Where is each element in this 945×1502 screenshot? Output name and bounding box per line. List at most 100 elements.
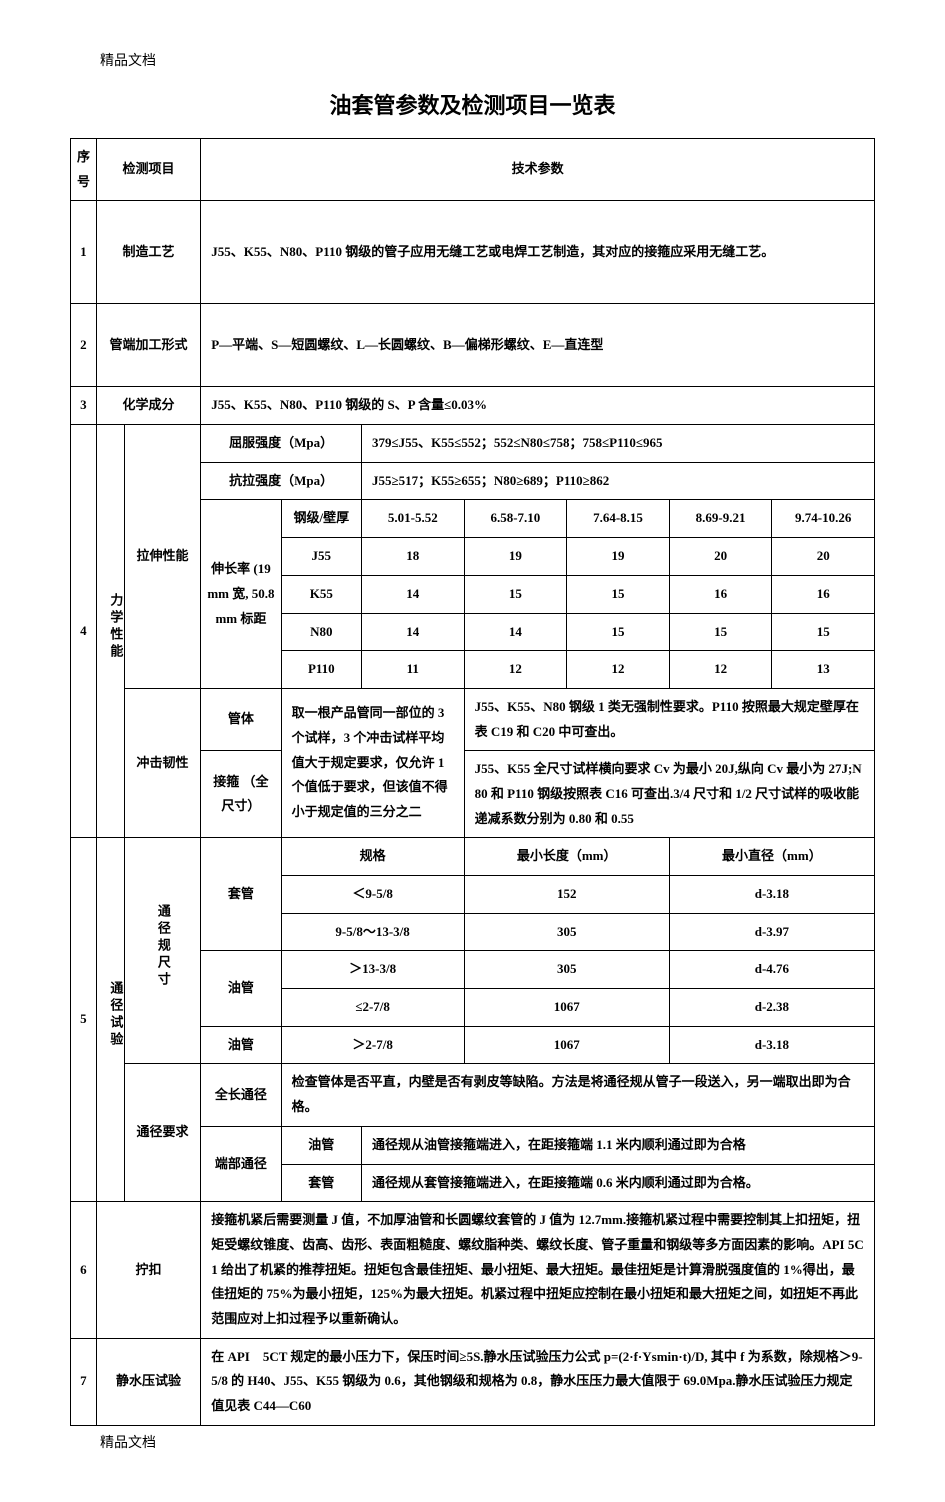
- uts-text: J55≥517；K55≥655；N80≥689；P110≥862: [362, 462, 875, 500]
- cell-item: 制造工艺: [96, 201, 201, 304]
- hdr-params: 技术参数: [201, 139, 875, 201]
- grade-label: K55: [281, 575, 361, 613]
- drift-len: 1067: [464, 1026, 669, 1064]
- grade-val: 15: [669, 613, 772, 651]
- table-row: 1 制造工艺 J55、K55、N80、P110 钢级的管子应用无缝工艺或电焊工艺…: [71, 201, 875, 304]
- cell-seq: 7: [71, 1338, 97, 1425]
- table-row: 4 力学性能 拉伸性能 屈服强度（Mpa） 379≤J55、K55≤552；55…: [71, 425, 875, 463]
- thick-col: 9.74-10.26: [772, 500, 875, 538]
- cell-item: 通径要求: [124, 1064, 200, 1202]
- table-row: 7 静水压试验 在 API 5CT 规定的最小压力下，保压时间≥5S.静水压试验…: [71, 1338, 875, 1425]
- cell-seq: 5: [71, 838, 97, 1202]
- drift-len: 305: [464, 913, 669, 951]
- yield-text: 379≤J55、K55≤552；552≤N80≤758；758≤P110≤965: [362, 425, 875, 463]
- cat-label: 力学性能: [103, 593, 128, 661]
- drift-spec: ＞13-3/8: [281, 951, 464, 989]
- grade-val: 14: [464, 613, 567, 651]
- cell-item: 管端加工形式: [96, 304, 201, 387]
- page-footer-label: 精品文档: [70, 1432, 875, 1452]
- drift-dia: d-2.38: [669, 989, 874, 1027]
- page-header-label: 精品文档: [70, 50, 875, 70]
- grade-val: 15: [772, 613, 875, 651]
- drift-hdr-dia: 最小直径（mm）: [669, 838, 874, 876]
- grade-val: 20: [669, 538, 772, 576]
- grade-val: 16: [669, 575, 772, 613]
- req-full-label: 全长通径: [201, 1064, 281, 1126]
- elong-label: 伸长率 (19mm 宽, 50.8mm 标距: [201, 500, 281, 688]
- drift-dia: d-4.76: [669, 951, 874, 989]
- cell-cat: 通径试验: [96, 838, 124, 1202]
- table-row: 通径要求 全长通径 检查管体是否平直，内壁是否有剥皮等缺陷。方法是将通径规从管子…: [71, 1064, 875, 1126]
- grade-label: N80: [281, 613, 361, 651]
- req-end-label: 端部通径: [201, 1126, 281, 1201]
- cell-seq: 2: [71, 304, 97, 387]
- thick-col: 5.01-5.52: [362, 500, 465, 538]
- grade-val: 12: [567, 651, 670, 689]
- cell-text: 接箍机紧后需要测量 J 值，不加厚油管和长圆螺纹套管的 J 值为 12.7mm.…: [201, 1202, 875, 1338]
- req-casing-text: 通径规从套管接箍端进入，在距接箍端 0.6 米内顺利通过即为合格。: [362, 1164, 875, 1202]
- drift-spec: 9-5/8～13-3/8: [281, 913, 464, 951]
- grade-val: 18: [362, 538, 465, 576]
- req-tubing-label: 油管: [281, 1126, 361, 1164]
- cell-item: 拧扣: [96, 1202, 201, 1338]
- drift-tubing-label2: 油管: [201, 1026, 281, 1064]
- grade-val: 20: [772, 538, 875, 576]
- cell-item: 冲击韧性: [124, 688, 200, 837]
- page-title: 油套管参数及检测项目一览表: [70, 88, 875, 120]
- grade-val: 14: [362, 575, 465, 613]
- grade-val: 15: [567, 575, 670, 613]
- drift-item-label: 通径规尺寸: [150, 904, 175, 989]
- thick-label: 钢级/壁厚: [281, 500, 361, 538]
- table-header-row: 序号 检测项目 技术参数: [71, 139, 875, 201]
- cell-item: 拉伸性能: [124, 425, 200, 689]
- grade-label: P110: [281, 651, 361, 689]
- cell-text: P—平端、S—短圆螺纹、L—长圆螺纹、B—偏梯形螺纹、E—直连型: [201, 304, 875, 387]
- drift-len: 305: [464, 951, 669, 989]
- impact-body-text: J55、K55、N80 钢级 1 类无强制性要求。P110 按照最大规定壁厚在表…: [464, 688, 874, 750]
- grade-val: 15: [567, 613, 670, 651]
- cell-seq: 1: [71, 201, 97, 304]
- drift-dia: d-3.18: [669, 876, 874, 914]
- drift-len: 152: [464, 876, 669, 914]
- grade-val: 12: [669, 651, 772, 689]
- impact-body-label: 管体: [201, 688, 281, 750]
- cell-seq: 6: [71, 1202, 97, 1338]
- drift-hdr-len: 最小长度（mm）: [464, 838, 669, 876]
- cell-cat: 力学性能: [96, 425, 124, 838]
- drift-spec: ＜9-5/8: [281, 876, 464, 914]
- thick-col: 7.64-8.15: [567, 500, 670, 538]
- table-row: 3 化学成分 J55、K55、N80、P110 钢级的 S、P 含量≤0.03%: [71, 387, 875, 425]
- drift-spec: ＞2-7/8: [281, 1026, 464, 1064]
- table-row: 5 通径试验 通径规尺寸 套管 规格 最小长度（mm） 最小直径（mm）: [71, 838, 875, 876]
- drift-tubing-label: 油管: [201, 951, 281, 1026]
- grade-val: 15: [464, 575, 567, 613]
- req-full-text: 检查管体是否平直，内壁是否有剥皮等缺陷。方法是将通径规从管子一段送入，另一端取出…: [281, 1064, 874, 1126]
- impact-coupling-text: J55、K55 全尺寸试样横向要求 Cv 为最小 20J,纵向 Cv 最小为 2…: [464, 751, 874, 838]
- table-row: 6 拧扣 接箍机紧后需要测量 J 值，不加厚油管和长圆螺纹套管的 J 值为 12…: [71, 1202, 875, 1338]
- req-casing-label: 套管: [281, 1164, 361, 1202]
- grade-val: 19: [567, 538, 670, 576]
- hdr-item: 检测项目: [96, 139, 201, 201]
- cell-seq: 4: [71, 425, 97, 838]
- thick-col: 8.69-9.21: [669, 500, 772, 538]
- drift-len: 1067: [464, 989, 669, 1027]
- impact-proc: 取一根产品管同一部位的 3 个试样，3 个冲击试样平均值大于规定要求，仅允许 1…: [281, 688, 464, 837]
- drift-dia: d-3.18: [669, 1026, 874, 1064]
- grade-val: 16: [772, 575, 875, 613]
- drift-spec: ≤2-7/8: [281, 989, 464, 1027]
- grade-val: 13: [772, 651, 875, 689]
- grade-label: J55: [281, 538, 361, 576]
- drift-hdr-spec: 规格: [281, 838, 464, 876]
- uts-label: 抗拉强度（Mpa）: [201, 462, 362, 500]
- cell-text: J55、K55、N80、P110 钢级的管子应用无缝工艺或电焊工艺制造，其对应的…: [201, 201, 875, 304]
- grade-val: 11: [362, 651, 465, 689]
- cell-item: 静水压试验: [96, 1338, 201, 1425]
- req-tubing-text: 通径规从油管接箍端进入，在距接箍端 1.1 米内顺利通过即为合格: [362, 1126, 875, 1164]
- cell-item: 化学成分: [96, 387, 201, 425]
- hdr-seq: 序号: [71, 139, 97, 201]
- grade-val: 14: [362, 613, 465, 651]
- cell-item: 通径规尺寸: [124, 838, 200, 1064]
- thick-col: 6.58-7.10: [464, 500, 567, 538]
- cell-seq: 3: [71, 387, 97, 425]
- yield-label: 屈服强度（Mpa）: [201, 425, 362, 463]
